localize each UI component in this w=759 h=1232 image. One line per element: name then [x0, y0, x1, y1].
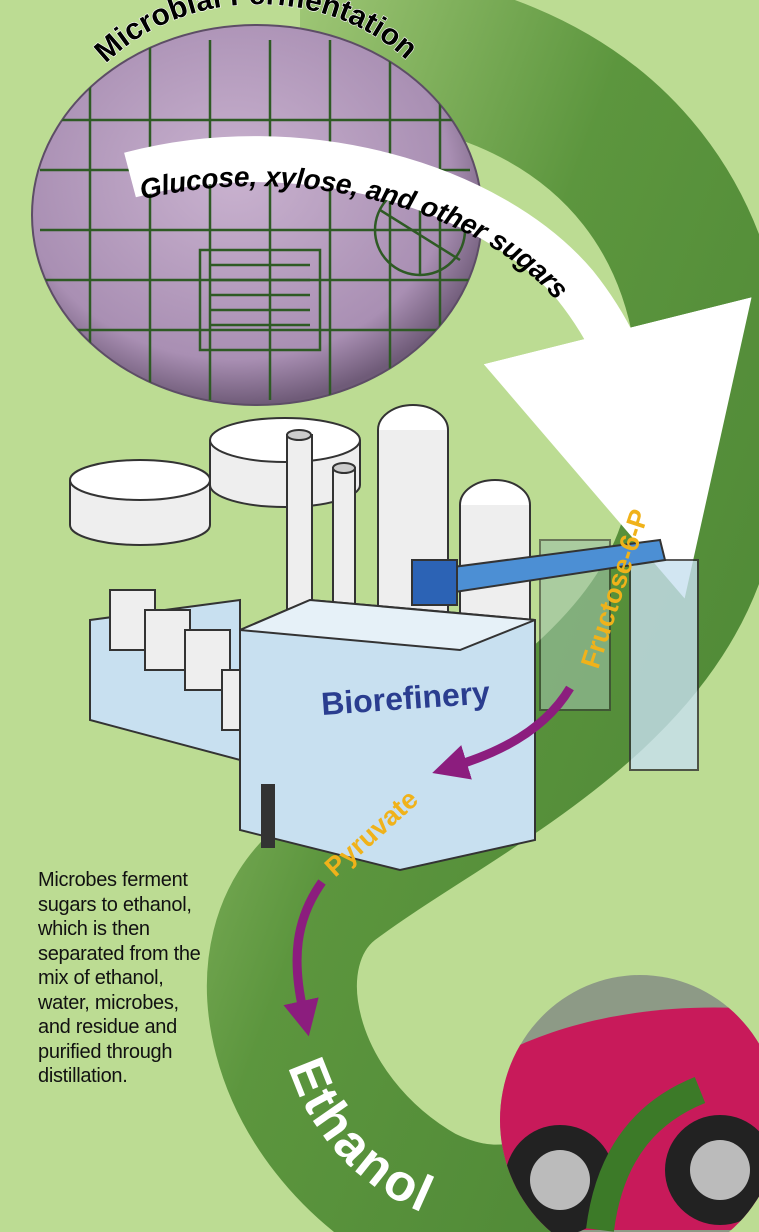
- description-line: separated from the: [38, 942, 268, 967]
- description-line: and residue and: [38, 1015, 268, 1040]
- car-photo: [480, 960, 759, 1232]
- description-line: mix of ethanol,: [38, 966, 268, 991]
- description-line: purified through: [38, 1040, 268, 1065]
- description-line: sugars to ethanol,: [38, 893, 268, 918]
- page: Microbial Fermentation Glucose, xylose, …: [0, 0, 759, 1232]
- description-line: distillation.: [38, 1064, 268, 1089]
- description-line: which is then: [38, 917, 268, 942]
- description-line: Microbes ferment: [38, 868, 268, 893]
- description-line: water, microbes,: [38, 991, 268, 1016]
